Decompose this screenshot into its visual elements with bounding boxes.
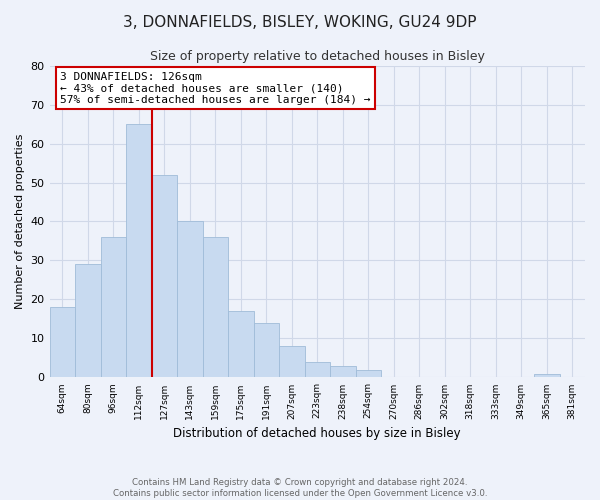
Bar <box>50 308 75 378</box>
Bar <box>75 264 101 378</box>
Text: Contains HM Land Registry data © Crown copyright and database right 2024.
Contai: Contains HM Land Registry data © Crown c… <box>113 478 487 498</box>
Bar <box>228 311 254 378</box>
Bar <box>152 174 177 378</box>
Bar <box>177 222 203 378</box>
Bar <box>534 374 560 378</box>
Bar <box>305 362 330 378</box>
Text: 3 DONNAFIELDS: 126sqm
← 43% of detached houses are smaller (140)
57% of semi-det: 3 DONNAFIELDS: 126sqm ← 43% of detached … <box>60 72 371 105</box>
Bar <box>356 370 381 378</box>
Bar <box>101 237 126 378</box>
X-axis label: Distribution of detached houses by size in Bisley: Distribution of detached houses by size … <box>173 427 461 440</box>
Bar <box>254 323 279 378</box>
Text: 3, DONNAFIELDS, BISLEY, WOKING, GU24 9DP: 3, DONNAFIELDS, BISLEY, WOKING, GU24 9DP <box>123 15 477 30</box>
Bar <box>126 124 152 378</box>
Y-axis label: Number of detached properties: Number of detached properties <box>15 134 25 309</box>
Title: Size of property relative to detached houses in Bisley: Size of property relative to detached ho… <box>150 50 485 63</box>
Bar <box>203 237 228 378</box>
Bar <box>330 366 356 378</box>
Bar <box>279 346 305 378</box>
